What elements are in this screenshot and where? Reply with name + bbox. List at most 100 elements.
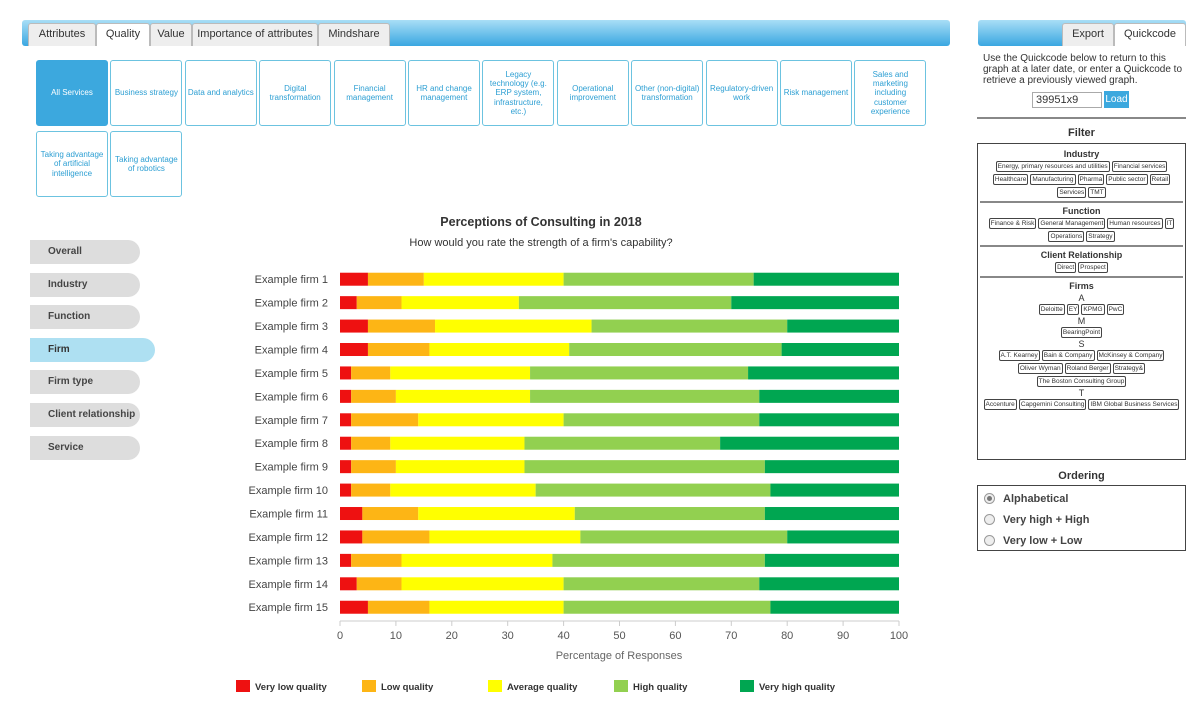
bar-segment <box>390 436 525 450</box>
legend-label: Very low quality <box>255 682 328 693</box>
filter-items: BearingPoint <box>980 327 1183 338</box>
tab[interactable]: Export <box>1062 23 1114 46</box>
filter-item[interactable]: Capgemini Consulting <box>1018 399 1087 410</box>
y-tick-label: Example firm 2 <box>255 298 328 310</box>
tab[interactable]: Mindshare <box>318 23 390 46</box>
bar-segment <box>340 272 368 286</box>
filter-group: Industry Energy, primary resources and ut… <box>980 146 1183 203</box>
tab[interactable]: Attributes <box>28 23 96 46</box>
filter-item[interactable]: Strategy& <box>1112 363 1146 374</box>
filter-item[interactable]: Direct <box>1055 262 1077 273</box>
filter-item[interactable]: EY <box>1066 304 1080 315</box>
service-button[interactable]: All Services <box>36 60 108 126</box>
filter-item[interactable]: Accenture <box>983 399 1017 410</box>
bar-segment <box>563 272 754 286</box>
filter-item[interactable]: Roland Berger <box>1064 363 1111 374</box>
tab[interactable]: Importance of attributes <box>192 23 318 46</box>
filter-item[interactable]: Manufacturing <box>1030 174 1076 185</box>
tab-bar: Attributes Quality Value Importance of attr… <box>22 20 950 46</box>
filter-item[interactable]: BearingPoint <box>1060 327 1103 338</box>
filter-item[interactable]: Services <box>1057 187 1087 198</box>
bar-segment <box>759 413 899 427</box>
filter-item[interactable]: The Boston Consulting Group <box>1036 376 1127 387</box>
filter-item[interactable]: Public sector <box>1106 174 1148 185</box>
tab[interactable]: Value <box>150 23 192 46</box>
service-button[interactable]: Legacy technology (e.g. ERP system, infr… <box>482 60 555 126</box>
filter-item[interactable]: Healthcare <box>992 174 1029 185</box>
filter-item[interactable]: Human resources <box>1107 218 1163 229</box>
filter-item[interactable]: McKinsey & Company <box>1096 350 1165 361</box>
ordering-option[interactable]: Very low + Low <box>978 530 1185 551</box>
service-button[interactable]: Data and analytics <box>184 60 257 126</box>
service-button[interactable]: Sales and marketing including customer e… <box>854 60 927 126</box>
bar-segment <box>340 343 368 357</box>
bar-segment <box>340 507 363 521</box>
filter-item[interactable]: Strategy <box>1086 231 1115 242</box>
filter-item[interactable]: Finance & Risk <box>988 218 1037 229</box>
radio-dot <box>987 496 992 501</box>
filter-items: Accenture Capgemini Consulting IBM Global … <box>980 399 1183 410</box>
filter-item[interactable]: Pharma <box>1077 174 1105 185</box>
bar-segment <box>435 319 592 333</box>
tab[interactable]: Quality <box>96 23 150 46</box>
filter-item[interactable]: PwC <box>1106 304 1125 315</box>
load-button[interactable]: Load <box>1104 91 1129 108</box>
side-menu-item[interactable]: Service <box>30 435 140 460</box>
filter-item[interactable]: Operations <box>1048 231 1085 242</box>
filter-item[interactable]: Financial services <box>1111 161 1168 172</box>
y-tick-label: Example firm 15 <box>249 602 328 614</box>
filter-item[interactable]: Energy, primary resources and utilities <box>995 161 1110 172</box>
filter-group: Firms A Deloitte EY KPMG PwC M BearingPoint S A.T… <box>980 278 1183 413</box>
bar-segment <box>770 600 899 614</box>
radio[interactable] <box>984 535 995 546</box>
service-button[interactable]: Digital transformation <box>259 60 332 126</box>
service-button[interactable]: Business strategy <box>110 60 183 126</box>
side-menu-item[interactable]: Firm type <box>30 370 140 395</box>
side-menu-item[interactable]: Client relationship <box>30 403 140 427</box>
filter-item[interactable]: Prospect <box>1078 262 1108 273</box>
bar-segment <box>356 577 402 591</box>
bar-segment <box>367 343 430 357</box>
tab[interactable]: Quickcode <box>1114 23 1186 46</box>
ordering-option[interactable]: Very high + High <box>978 509 1185 530</box>
service-button[interactable]: Operational improvement <box>556 60 629 126</box>
side-menu-item[interactable]: Firm <box>30 337 155 362</box>
filter-item[interactable]: General Management <box>1038 218 1106 229</box>
side-menu-item[interactable]: Function <box>30 305 140 330</box>
ordering-option[interactable]: Alphabetical <box>978 488 1185 509</box>
side-menu-item[interactable]: Industry <box>30 272 140 297</box>
x-tick-label: 50 <box>613 630 625 642</box>
y-tick-label: Example firm 3 <box>255 321 328 333</box>
service-button[interactable]: Regulatory-driven work <box>705 60 778 126</box>
y-tick-label: Example firm 12 <box>249 532 328 544</box>
filter-item[interactable]: Deloitte <box>1038 304 1065 315</box>
service-button[interactable]: Taking advantage of artificial intellige… <box>36 131 108 197</box>
option-label: Alphabetical <box>1003 492 1069 505</box>
service-button[interactable]: Taking advantage of robotics <box>110 131 183 197</box>
bar-segment <box>429 343 570 357</box>
bar-segment <box>530 389 760 403</box>
filter-item[interactable]: TMT <box>1088 187 1106 198</box>
service-button[interactable]: Financial management <box>333 60 406 126</box>
service-button[interactable]: Other (non-digital) transformation <box>631 60 704 126</box>
filter-item[interactable]: KPMG <box>1081 304 1105 315</box>
filter-items: Direct Prospect <box>980 262 1183 273</box>
filter-item[interactable]: Retail <box>1149 174 1171 185</box>
filter-item[interactable]: IBM Global Business Services <box>1088 399 1180 410</box>
quickcode-input[interactable]: 39951x9 <box>1032 92 1102 108</box>
filter-item[interactable]: A.T. Kearney <box>998 350 1040 361</box>
filter-item[interactable]: IT <box>1164 218 1175 229</box>
y-tick-label: Example firm 11 <box>249 509 328 521</box>
filter-box: Industry Energy, primary resources and ut… <box>977 143 1186 460</box>
ordering-box: Alphabetical Very high + High Very low + L… <box>977 485 1186 551</box>
radio[interactable] <box>984 514 995 525</box>
filter-item[interactable]: Bain & Company <box>1041 350 1095 361</box>
bar-segment <box>367 600 430 614</box>
radio[interactable] <box>984 493 995 504</box>
side-menu-item[interactable]: Overall <box>30 240 140 264</box>
service-button[interactable]: Risk management <box>780 60 852 126</box>
bar-segment <box>563 577 760 591</box>
filter-item[interactable]: Oliver Wyman <box>1017 363 1063 374</box>
service-button[interactable]: HR and change management <box>408 60 480 126</box>
